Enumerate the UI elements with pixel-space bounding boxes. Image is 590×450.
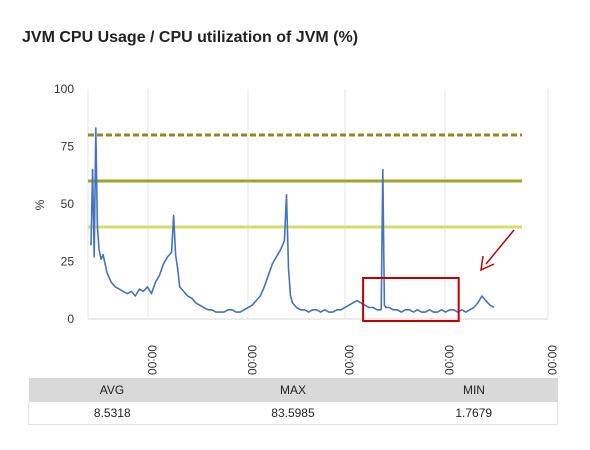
min-value: 1.7679 xyxy=(390,402,559,425)
stats-value-row: 8.5318 83.5985 1.7679 xyxy=(27,402,559,425)
stats-table: AVG MAX MIN 8.5318 83.5985 1.7679 xyxy=(27,378,559,425)
y-tick-label: 50 xyxy=(61,197,75,211)
y-axis-label: % xyxy=(33,199,47,210)
cpu-usage-chart: 0 25 50 75 100% 00:00 00:00 00:00 00:00 00:00 xyxy=(33,82,559,375)
cpu-usage-series-line xyxy=(90,127,495,313)
min-header: MIN xyxy=(390,378,558,402)
x-tick-label: 00:00 xyxy=(245,345,259,375)
annotation-arrow-head xyxy=(480,255,495,272)
avg-value: 8.5318 xyxy=(27,402,196,425)
x-tick-label: 00:00 xyxy=(442,345,456,375)
y-tick-label: 25 xyxy=(61,255,75,269)
avg-header: AVG xyxy=(28,378,196,402)
highlight-box xyxy=(362,277,460,322)
stats-header-row: AVG MAX MIN xyxy=(28,378,558,402)
y-tick-label: 100 xyxy=(54,82,74,96)
x-tick-label: 00:00 xyxy=(545,345,559,375)
x-tick-label: 00:00 xyxy=(145,345,159,375)
max-header: MAX xyxy=(195,378,391,402)
y-tick-label: 0 xyxy=(67,312,74,326)
x-tick-label: 00:00 xyxy=(342,345,356,375)
chart-title: JVM CPU Usage / CPU utilization of JVM (… xyxy=(22,29,359,46)
y-tick-label: 75 xyxy=(61,140,75,154)
annotation-arrow-shaft xyxy=(485,229,515,265)
max-value: 83.5985 xyxy=(195,402,391,425)
